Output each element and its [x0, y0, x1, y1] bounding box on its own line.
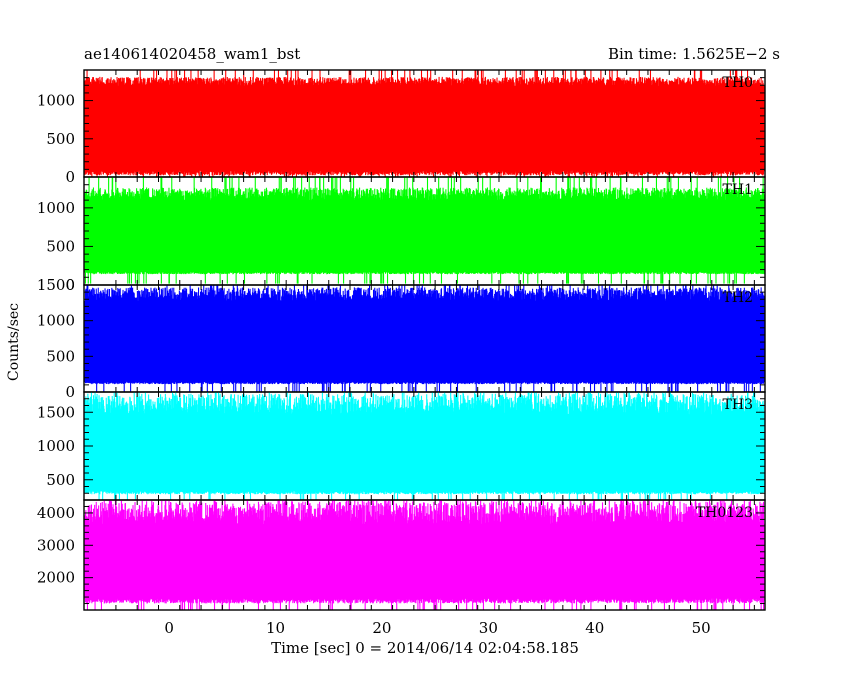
- y-tick-label: 1500: [37, 403, 75, 421]
- panel-label: TH0: [723, 75, 753, 91]
- panel-label: TH1: [723, 182, 753, 198]
- panels-group: 0 500 1000 TH0 0 500 1000 TH1 0 500 1000 1500 TH2 500…: [37, 69, 766, 611]
- x-tick-label: 30: [479, 619, 498, 637]
- panel-label: TH0123: [696, 505, 753, 521]
- y-tick-label: 500: [46, 347, 75, 365]
- x-tick-label: 0: [164, 619, 174, 637]
- panel-th0: 0 500 1000 TH0: [37, 69, 766, 186]
- x-tick-label: 10: [266, 619, 285, 637]
- y-tick-label: 2000: [37, 569, 75, 587]
- x-tick-label: 50: [692, 619, 711, 637]
- panel-label: TH2: [723, 290, 753, 306]
- y-tick-label: 1000: [37, 199, 75, 217]
- series-th0: [84, 70, 765, 177]
- y-tick-label: 1500: [37, 276, 75, 294]
- y-tick-label: 1000: [37, 92, 75, 110]
- y-tick-label: 3000: [37, 536, 75, 554]
- y-tick-label: 500: [46, 130, 75, 148]
- bin-time-label: Bin time: 1.5625E−2 s: [608, 45, 780, 63]
- y-axis-label: Counts/sec: [6, 303, 22, 381]
- series-th1: [84, 177, 765, 284]
- series-th0123: [84, 500, 765, 610]
- y-tick-label: 500: [46, 471, 75, 489]
- y-tick-label: 1000: [37, 437, 75, 455]
- y-tick-label: 0: [65, 383, 75, 401]
- panel-th3: 500 1000 1500 TH3: [37, 391, 766, 501]
- y-tick-label: 500: [46, 237, 75, 255]
- panel-th2: 0 500 1000 1500 TH2: [37, 276, 766, 401]
- x-tick-label: 40: [585, 619, 604, 637]
- series-th3: [84, 392, 765, 500]
- x-tick-label: 20: [372, 619, 391, 637]
- panel-frame: [83, 499, 766, 611]
- series-th2: [84, 285, 765, 392]
- y-tick-label: 4000: [37, 504, 75, 522]
- y-tick-label: 0: [65, 276, 75, 294]
- y-tick-label: 1000: [37, 312, 75, 330]
- x-axis: 0 10 20 30 40 50: [164, 619, 710, 637]
- panel-th1: 0 500 1000 TH1: [37, 176, 766, 294]
- y-tick-label: 0: [65, 168, 75, 186]
- panel-label: TH3: [723, 397, 753, 413]
- x-axis-label: Time [sec] 0 = 2014/06/14 02:04:58.185: [271, 639, 579, 657]
- panel-th0123: 2000 3000 4000 TH0123: [37, 499, 766, 611]
- chart-title: ae140614020458_wam1_bst: [84, 45, 300, 63]
